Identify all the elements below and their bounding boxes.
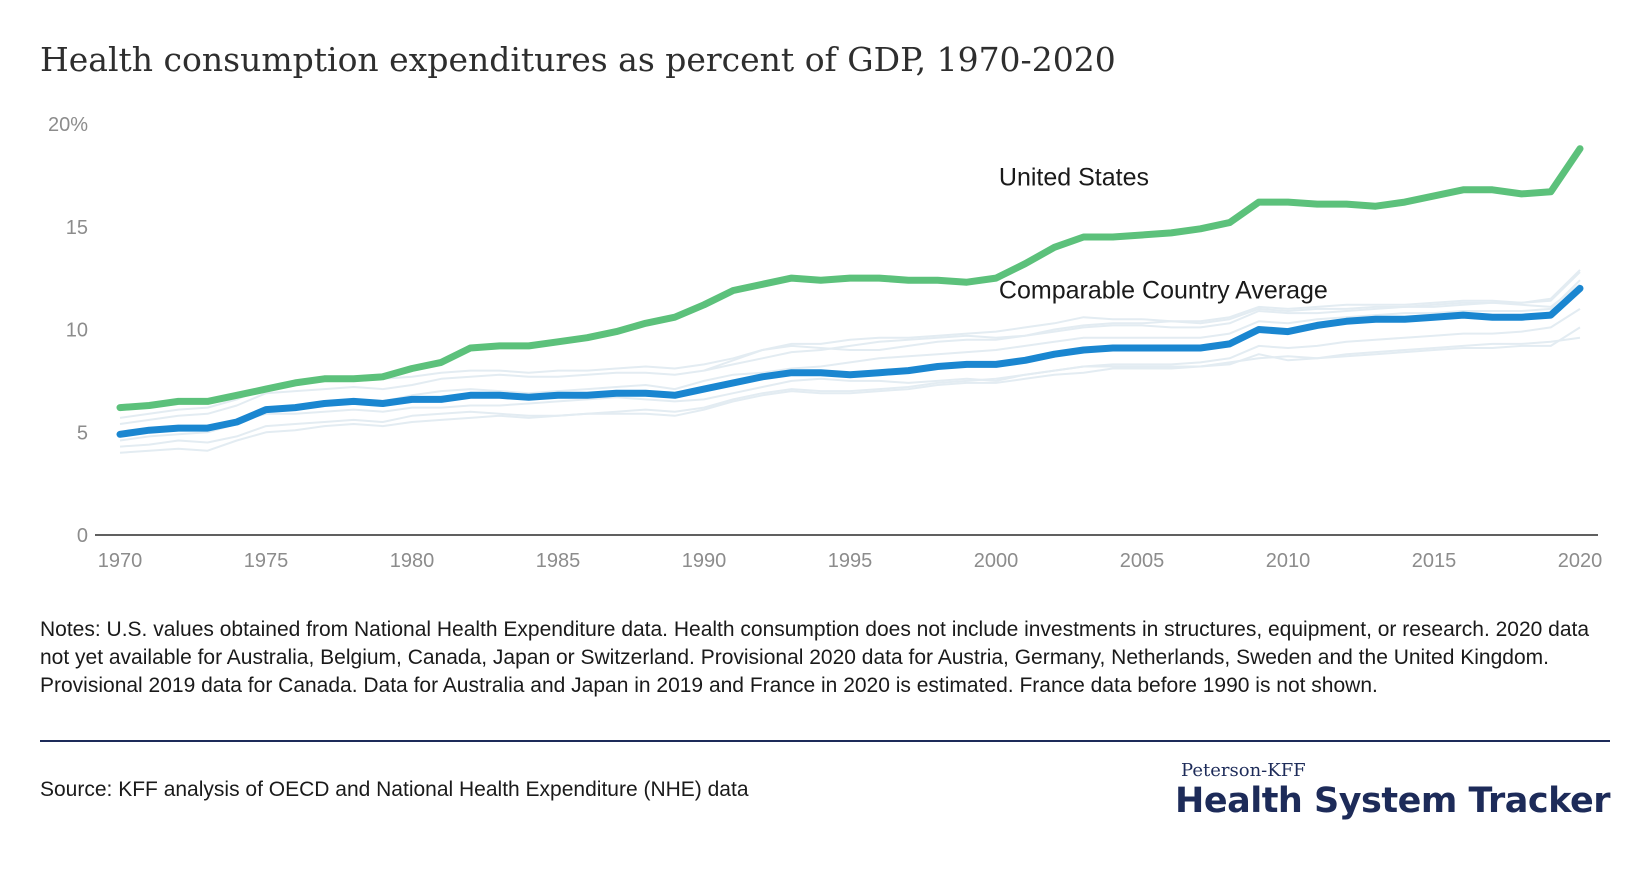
background-country-line — [119, 269, 1581, 419]
united-states-label: United States — [999, 164, 1149, 192]
chart-title: Health consumption expenditures as perce… — [40, 40, 1116, 79]
background-country-line — [119, 308, 1581, 454]
background-country-line — [119, 326, 1581, 448]
chart-source: Source: KFF analysis of OECD and Nationa… — [40, 778, 749, 801]
united-states-line — [116, 145, 1584, 412]
background-country-line — [703, 283, 1581, 372]
x-tick-label: 2010 — [1266, 550, 1311, 572]
brand-title: Health System Tracker — [1175, 781, 1610, 821]
brand-subtitle: Peterson-KFF — [1181, 760, 1306, 781]
divider — [40, 740, 1610, 742]
comparable-country-average-label: Comparable Country Average — [999, 277, 1328, 305]
x-tick-label: 1995 — [828, 550, 873, 572]
x-tick-label: 1975 — [244, 550, 289, 572]
background-country-line — [119, 271, 1581, 425]
x-tick-label: 2005 — [1120, 550, 1165, 572]
y-tick-label: 0 — [77, 525, 88, 547]
line-chart: 0 5 10 15 20% 1970 1975 1980 1985 1990 1995 2000 20… — [48, 114, 1603, 572]
x-tick-label: 1970 — [98, 550, 143, 572]
main-series-group — [116, 145, 1584, 438]
background-country-line — [119, 336, 1581, 434]
x-axis-ticks: 1970 1975 1980 1985 1990 1995 2000 2005 2010 2015… — [98, 550, 1603, 572]
brand-logo: Peterson-KFF Health System Tracker — [1175, 760, 1610, 821]
chart-notes: Notes: U.S. values obtained from Nationa… — [40, 618, 1590, 697]
y-tick-label: 15 — [66, 217, 88, 239]
x-tick-label: 2020 — [1558, 550, 1603, 572]
x-tick-label: 1980 — [390, 550, 435, 572]
y-axis-ticks: 0 5 10 15 20% — [48, 114, 88, 547]
y-tick-label: 5 — [77, 422, 88, 444]
x-tick-label: 1985 — [536, 550, 581, 572]
background-series-group — [119, 269, 1581, 454]
y-tick-label: 10 — [66, 320, 88, 342]
x-tick-label: 1990 — [682, 550, 727, 572]
x-tick-label: 2015 — [1412, 550, 1457, 572]
x-tick-label: 2000 — [974, 550, 1019, 572]
y-tick-label: 20% — [48, 114, 88, 136]
series-annotations: United States Comparable Country Average — [999, 164, 1328, 305]
comparable-country-average-line — [116, 284, 1584, 438]
